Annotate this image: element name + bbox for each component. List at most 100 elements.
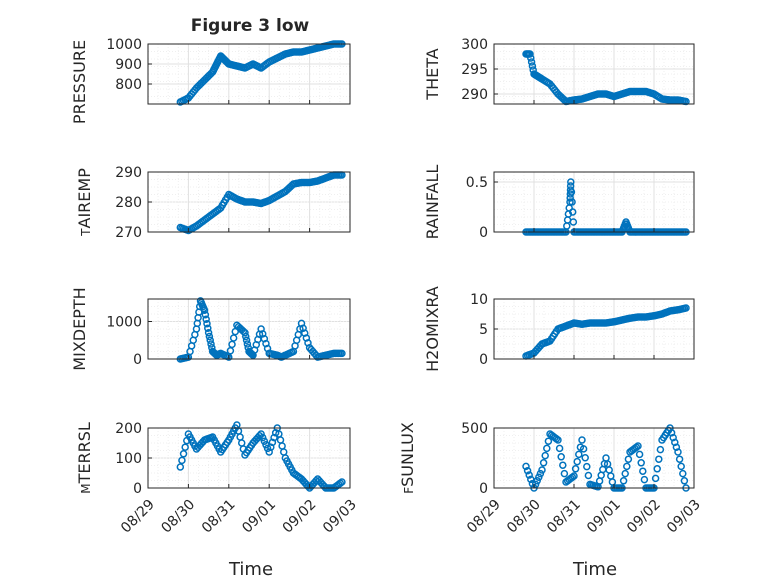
data-point	[621, 469, 629, 478]
data-point	[338, 478, 346, 486]
data-point	[567, 178, 575, 186]
data-point	[555, 444, 564, 453]
data-point	[525, 471, 533, 479]
data-point	[675, 455, 684, 463]
data-point	[568, 208, 577, 216]
data-point	[260, 437, 269, 445]
y-tick-label: 280	[115, 195, 142, 211]
data-point	[243, 340, 252, 348]
data-point	[242, 332, 250, 341]
subplot-pressure: 800 900 1000 PRESSURE	[70, 37, 351, 124]
data-point	[570, 472, 578, 480]
data-point	[575, 450, 583, 459]
data-point	[579, 445, 588, 453]
data-point	[206, 336, 214, 344]
data-point	[527, 58, 536, 66]
data-point	[531, 480, 540, 489]
data-point	[635, 450, 644, 459]
y-axis-label: FSUNLUX	[398, 422, 417, 494]
data-point	[200, 306, 209, 314]
y-tick-label: 0.5	[466, 175, 488, 191]
subplot-theta: 290 295 300 THETA	[423, 37, 695, 106]
y-tick-label: 295	[461, 62, 488, 78]
data-point	[584, 471, 593, 480]
data-point	[568, 198, 576, 206]
axes-box	[147, 43, 351, 105]
data-point	[639, 467, 647, 475]
data-point	[181, 443, 189, 451]
data-point	[573, 457, 581, 466]
data-point	[656, 445, 665, 454]
data-point	[205, 332, 214, 341]
y-tick-label: 5	[479, 322, 488, 338]
y-tick-label: 290	[461, 87, 488, 103]
data-point	[242, 336, 251, 344]
data-point	[560, 469, 569, 478]
y-tick-label: 300	[461, 37, 488, 53]
data-point	[581, 454, 589, 462]
data-point	[583, 462, 591, 471]
y-axis-label: PRESSURE	[70, 40, 89, 124]
x-axis-label-right: Time	[572, 559, 617, 580]
data-point	[677, 462, 685, 471]
data-point	[179, 450, 188, 458]
data-point	[653, 465, 661, 473]
data-point	[567, 188, 576, 196]
data-point	[624, 455, 633, 463]
y-tick-label: 1000	[106, 37, 142, 53]
axes-box	[493, 427, 695, 489]
y-axis-label: RAINFALL	[423, 165, 442, 240]
data-point	[634, 442, 642, 450]
y-tick-label: 0	[479, 352, 488, 368]
data-point	[535, 473, 543, 481]
data-point	[544, 437, 553, 445]
data-point	[258, 433, 267, 442]
y-tick-label: 0	[133, 481, 142, 497]
axes-box	[147, 298, 351, 360]
data-point	[569, 218, 578, 226]
data-point	[257, 430, 265, 438]
data-point	[640, 475, 649, 484]
y-tick-label: 500	[461, 421, 488, 437]
data-point	[680, 477, 689, 485]
data-point	[679, 469, 687, 478]
data-point	[338, 349, 346, 358]
y-axis-label: MIXDEPTH	[70, 287, 89, 370]
data-point	[682, 304, 690, 312]
y-tick-label: 0	[479, 481, 488, 497]
data-point	[557, 453, 565, 461]
y-tick-label: 270	[115, 225, 142, 241]
data-point	[204, 324, 212, 332]
data-point	[538, 466, 546, 474]
y-tick-label: 900	[115, 57, 142, 73]
data-point	[178, 456, 186, 465]
y-tick-label: 10	[470, 292, 488, 308]
data-point	[559, 461, 567, 469]
y-axis-label: TAIREMP	[75, 168, 94, 237]
data-point	[241, 329, 249, 337]
data-point	[528, 62, 537, 70]
y-tick-label: 100	[115, 451, 142, 467]
y-tick-label: 0	[133, 352, 142, 368]
data-point	[571, 465, 580, 473]
data-point	[202, 315, 210, 323]
y-tick-label: 1000	[106, 315, 142, 331]
data-point	[201, 311, 210, 319]
y-tick-label: 800	[115, 77, 142, 93]
data-point	[543, 444, 551, 453]
subplot-rainfall: 0 0.5 RAINFALL	[423, 165, 695, 241]
data-point	[651, 474, 660, 483]
subplot-air-temp: 270 280 290 TAIREMP	[75, 165, 351, 241]
data-point	[203, 320, 211, 328]
data-point	[539, 459, 548, 467]
data-point	[522, 462, 530, 471]
data-point	[655, 455, 663, 463]
axes-box	[493, 171, 695, 233]
y-tick-label: 200	[115, 421, 142, 437]
axes-box	[493, 43, 695, 105]
data-point	[536, 469, 545, 478]
data-point	[527, 54, 535, 62]
y-axis-label: H2OMIXRA	[423, 286, 442, 372]
